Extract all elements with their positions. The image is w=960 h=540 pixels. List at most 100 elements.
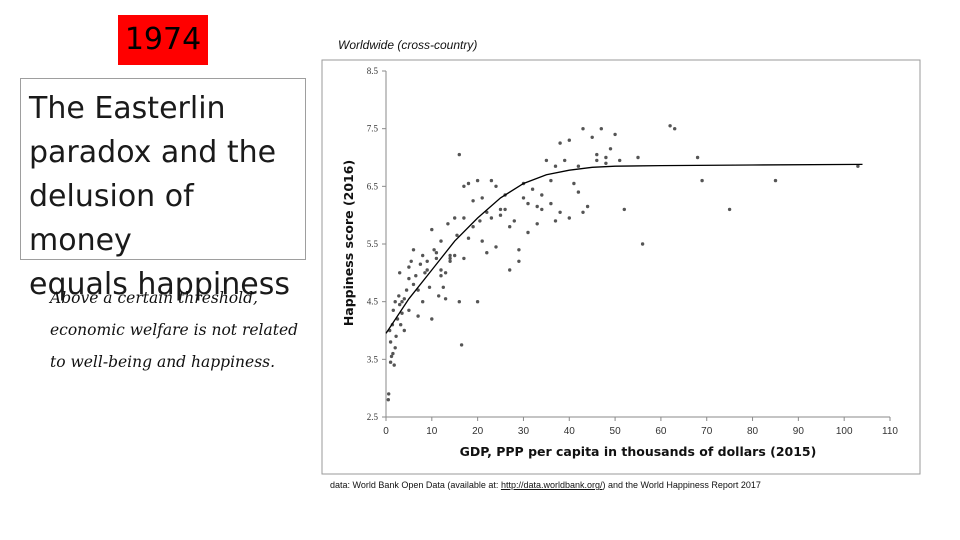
data-point <box>457 152 461 157</box>
data-point <box>475 178 480 183</box>
x-tick-label: 10 <box>426 426 438 437</box>
data-point <box>512 219 516 223</box>
data-point <box>485 251 489 255</box>
data-point <box>478 219 482 223</box>
data-point <box>432 248 436 252</box>
data-point <box>553 219 558 223</box>
data-point <box>517 248 521 252</box>
slide-title-line: delusion of money <box>29 179 194 258</box>
data-point <box>498 213 503 217</box>
data-point <box>398 302 402 307</box>
source-suffix: ) and the World Happiness Report 2017 <box>602 480 761 490</box>
data-point <box>595 152 599 157</box>
data-point <box>540 207 544 212</box>
data-point <box>489 178 494 183</box>
data-point <box>446 222 450 226</box>
data-point <box>590 135 594 139</box>
data-point <box>425 268 429 272</box>
data-point <box>517 259 521 263</box>
data-point <box>437 294 441 298</box>
data-point <box>466 181 471 186</box>
data-point <box>407 276 411 281</box>
data-point <box>581 210 585 214</box>
data-point <box>466 236 471 240</box>
y-tick-label: 5.5 <box>367 239 379 249</box>
data-point <box>455 233 459 237</box>
data-point <box>439 268 443 272</box>
data-point <box>856 164 860 168</box>
x-tick-label: 80 <box>747 426 759 437</box>
data-point <box>392 363 396 367</box>
data-point <box>508 268 512 272</box>
x-tick-label: 50 <box>610 426 622 437</box>
data-point <box>414 274 418 278</box>
y-tick-label: 4.5 <box>367 297 379 307</box>
data-point <box>503 207 507 212</box>
data-point <box>425 259 429 263</box>
subtitle: Above a certain threshold, economic welf… <box>50 282 320 378</box>
x-tick-label: 60 <box>655 426 667 437</box>
data-point <box>421 253 425 258</box>
data-point <box>448 256 452 261</box>
data-point <box>618 158 622 163</box>
data-point <box>558 210 562 214</box>
year-badge: 1974 <box>118 15 208 65</box>
y-tick-label: 7.5 <box>367 124 379 134</box>
data-point <box>453 253 457 258</box>
data-point <box>402 297 406 301</box>
x-tick-label: 70 <box>701 426 713 437</box>
data-point <box>411 248 416 252</box>
data-point <box>480 196 484 200</box>
data-point <box>434 251 439 255</box>
y-tick-label: 8.5 <box>367 66 379 76</box>
title-box: The Easterlin paradox and the delusion o… <box>20 78 306 302</box>
source-link[interactable]: http://data.worldbank.org/ <box>500 480 603 490</box>
data-point <box>457 300 461 304</box>
data-point <box>613 132 617 137</box>
data-point <box>453 216 457 220</box>
data-point <box>535 204 539 209</box>
data-point <box>387 392 391 396</box>
data-point <box>581 127 585 131</box>
data-point <box>389 354 394 359</box>
data-point <box>393 300 397 304</box>
data-point <box>448 253 452 258</box>
data-point <box>434 256 439 261</box>
data-point <box>622 207 626 212</box>
data-point <box>673 127 677 131</box>
data-point <box>398 271 402 275</box>
y-tick-label: 2.5 <box>367 412 379 422</box>
y-axis-label: Happiness score (2016) <box>341 160 356 326</box>
data-point <box>400 300 404 304</box>
trend-curve <box>385 163 863 334</box>
x-tick-label: 110 <box>882 426 898 437</box>
data-point <box>576 164 581 168</box>
data-point <box>604 161 608 165</box>
x-tick-label: 30 <box>518 426 530 437</box>
data-point <box>608 147 613 151</box>
data-point <box>418 262 423 266</box>
x-tick-label: 20 <box>472 426 484 437</box>
data-point <box>599 127 603 131</box>
chart-frame <box>321 59 921 475</box>
x-tick-label: 90 <box>793 426 805 437</box>
data-point <box>462 184 466 188</box>
source-note: data: World Bank Open Data (available at… <box>330 480 761 490</box>
data-point <box>508 225 512 229</box>
data-point <box>595 158 599 163</box>
data-point <box>400 311 404 315</box>
data-point <box>668 124 672 128</box>
data-point <box>535 222 539 226</box>
data-point <box>427 285 432 289</box>
data-point <box>416 314 420 318</box>
data-point <box>540 193 544 197</box>
slide-title-line: paradox and the <box>29 135 277 170</box>
data-point <box>388 340 393 344</box>
data-point <box>462 256 466 261</box>
data-point <box>475 300 480 304</box>
data-point <box>489 216 494 220</box>
slide-title-line: equals happiness <box>29 267 290 302</box>
data-point <box>430 227 434 232</box>
x-axis-label: GDP, PPP per capita in thousands of doll… <box>460 444 817 459</box>
